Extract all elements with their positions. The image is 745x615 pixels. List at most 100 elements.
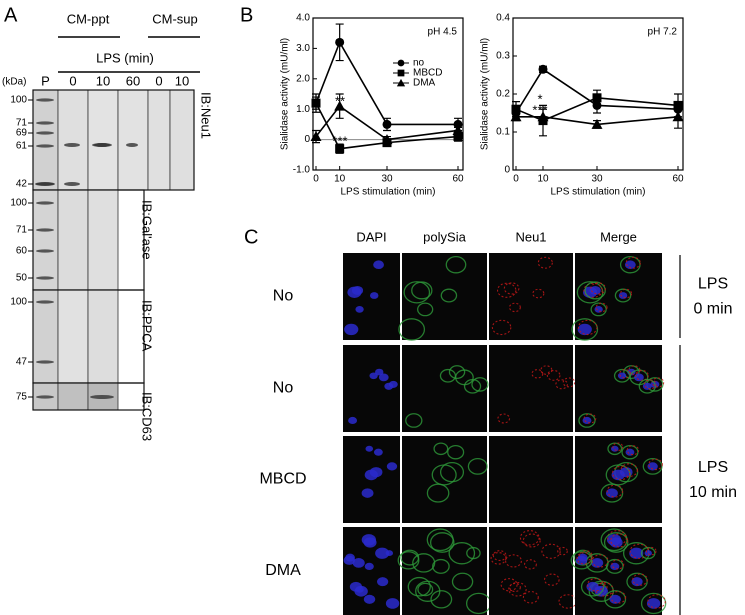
membrane	[403, 281, 431, 304]
series-line	[315, 102, 459, 150]
neu1-signal	[577, 319, 598, 336]
x-tick-label: 30	[381, 174, 393, 185]
ladder-band	[36, 98, 54, 102]
marker	[591, 118, 603, 129]
neu1-signal	[625, 256, 641, 269]
neu1-signal	[503, 282, 520, 295]
panel-label: A	[4, 4, 18, 26]
membrane	[640, 592, 667, 615]
group-label: CM-sup	[152, 11, 198, 26]
micro-image	[489, 345, 573, 432]
membrane	[463, 378, 482, 394]
nucleus	[586, 581, 599, 592]
neu1-signal	[500, 578, 518, 592]
nucleus	[355, 306, 364, 313]
nucleus	[364, 469, 378, 481]
nucleus	[375, 547, 390, 559]
band	[64, 143, 80, 147]
nucleus	[385, 598, 400, 609]
nucleus	[351, 285, 364, 295]
nucleus	[364, 562, 374, 571]
marker	[537, 111, 549, 122]
marker	[334, 100, 346, 111]
nucleus	[348, 416, 358, 425]
blot: P 0 10 60 0 1010071696142IB:Neu1100716050IB:G…	[10, 73, 213, 441]
nucleus	[343, 555, 356, 565]
membrane	[603, 532, 629, 553]
membrane	[590, 302, 607, 317]
nucleus	[617, 372, 627, 380]
legend-marker	[396, 78, 406, 87]
kda-marker: 71	[16, 118, 28, 129]
neu1-signal	[629, 543, 649, 559]
neu1-signal	[612, 465, 631, 481]
blot-lane	[87, 289, 119, 384]
neu1-signal	[491, 319, 512, 336]
marker	[382, 119, 392, 129]
ladder-band	[36, 360, 54, 364]
y-axis-label: Sialidase activity (mU/ml)	[480, 38, 491, 150]
neu1-signal	[490, 552, 507, 565]
ladder-band	[36, 276, 54, 280]
nucleus	[369, 372, 378, 380]
nucleus	[369, 292, 379, 299]
neu1-signal	[531, 369, 544, 379]
nucleus	[646, 598, 661, 609]
x-axis-label: LPS stimulation (min)	[550, 187, 645, 198]
section-label: IB:Gal'ase	[140, 200, 155, 260]
legend-marker	[397, 59, 405, 67]
neu1-signal	[557, 546, 568, 556]
row-label: MBCD	[259, 471, 306, 488]
marker	[335, 144, 345, 154]
y-tick-label: 0.1	[496, 127, 510, 138]
series-line	[315, 40, 458, 126]
nucleus	[594, 306, 603, 313]
kda-marker: 100	[10, 297, 27, 308]
membrane	[467, 457, 488, 475]
y-tick-label: 3.0	[296, 43, 310, 54]
band	[94, 143, 110, 147]
x-tick-label: 60	[672, 174, 684, 185]
neu1-signal	[632, 573, 648, 586]
blot-lane	[32, 189, 59, 291]
membrane	[642, 457, 663, 475]
ladder-band	[36, 249, 54, 253]
membrane	[445, 256, 467, 274]
blot-lane	[57, 89, 89, 191]
nucleus	[352, 558, 365, 568]
kda-marker: 42	[16, 179, 28, 190]
y-tick-label: 4.0	[296, 13, 310, 24]
marker	[381, 134, 393, 145]
membrane	[398, 318, 426, 341]
neu1-signal	[590, 282, 606, 295]
membrane	[440, 288, 458, 303]
blot-lane	[32, 89, 59, 191]
column-label: DAPI	[356, 229, 386, 244]
neu1-signal	[576, 552, 593, 565]
neu1-signal	[555, 379, 568, 390]
neu1-signal	[496, 282, 517, 298]
membrane	[451, 572, 474, 591]
membrane	[614, 288, 632, 303]
microscopy: DAPI polySia Neu1 Merge No No MBCD DMA LPS 0 min L…	[259, 229, 737, 615]
band	[90, 395, 114, 399]
y-tick-label: 0.3	[496, 51, 510, 62]
nucleus	[629, 547, 644, 559]
neu1-signal	[523, 559, 537, 570]
nucleus	[377, 577, 389, 587]
kda-marker: 100	[10, 198, 27, 209]
nucleus	[363, 537, 377, 548]
annotation: ***	[532, 102, 547, 117]
blot-lane	[87, 189, 119, 291]
neu1-signal	[612, 442, 624, 452]
x-tick-label: 60	[452, 174, 464, 185]
membrane	[433, 442, 449, 456]
neu1-signal	[492, 550, 507, 562]
neu1-signal	[497, 413, 511, 424]
membrane	[412, 553, 436, 573]
band	[126, 143, 138, 147]
x-tick-label: 10	[334, 174, 346, 185]
neu1-signal	[645, 546, 657, 556]
ladder-band	[36, 201, 54, 205]
blot-lane	[147, 89, 171, 191]
